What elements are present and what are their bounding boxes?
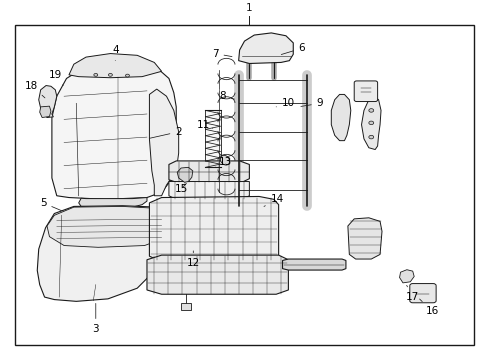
Text: 15: 15: [174, 184, 187, 194]
Text: 7: 7: [211, 49, 231, 59]
Polygon shape: [147, 255, 288, 294]
Ellipse shape: [220, 155, 229, 165]
Circle shape: [368, 121, 373, 125]
Text: 10: 10: [276, 98, 294, 108]
Polygon shape: [361, 96, 380, 149]
Text: 14: 14: [264, 194, 283, 206]
Text: 2: 2: [149, 127, 182, 138]
Text: 5: 5: [40, 198, 61, 211]
Polygon shape: [330, 94, 350, 141]
Text: 9: 9: [300, 98, 323, 108]
Circle shape: [108, 73, 112, 76]
Circle shape: [368, 109, 373, 112]
Text: 11: 11: [196, 120, 212, 130]
Text: 17: 17: [405, 285, 419, 302]
Polygon shape: [39, 86, 57, 117]
Circle shape: [94, 73, 98, 76]
Polygon shape: [168, 161, 249, 182]
Text: 4: 4: [112, 45, 119, 60]
FancyBboxPatch shape: [409, 284, 435, 303]
Polygon shape: [52, 60, 176, 199]
Polygon shape: [204, 111, 221, 167]
Polygon shape: [149, 197, 278, 261]
Text: 6: 6: [281, 43, 305, 54]
Polygon shape: [79, 198, 147, 207]
Bar: [181, 303, 190, 310]
Text: 12: 12: [186, 251, 200, 268]
Text: 19: 19: [49, 70, 63, 86]
Polygon shape: [40, 106, 51, 117]
Polygon shape: [282, 259, 345, 270]
Text: 16: 16: [419, 299, 438, 316]
Polygon shape: [238, 33, 293, 63]
Polygon shape: [177, 167, 192, 182]
Polygon shape: [168, 181, 249, 199]
Text: 13: 13: [215, 157, 231, 167]
Text: 18: 18: [25, 81, 45, 98]
Text: 3: 3: [92, 303, 99, 334]
FancyBboxPatch shape: [353, 81, 377, 102]
Polygon shape: [37, 206, 173, 301]
Text: 8: 8: [219, 91, 234, 101]
Circle shape: [125, 74, 129, 77]
Bar: [15, 25, 473, 345]
Circle shape: [368, 135, 373, 139]
Polygon shape: [399, 270, 413, 283]
Polygon shape: [347, 218, 381, 259]
Polygon shape: [149, 89, 178, 196]
Polygon shape: [47, 206, 171, 247]
Polygon shape: [69, 54, 161, 78]
Text: 1: 1: [245, 3, 252, 13]
